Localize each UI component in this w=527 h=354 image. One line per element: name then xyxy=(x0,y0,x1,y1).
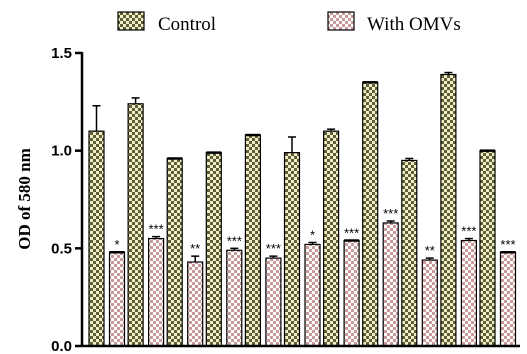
bar-control xyxy=(401,159,418,347)
bar-omv xyxy=(304,243,321,347)
bars: ************* ************** xyxy=(88,71,517,347)
significance-label: *** xyxy=(500,237,515,252)
bar-omv xyxy=(226,249,243,347)
significance-label: *** xyxy=(383,206,398,221)
y-axis-label: OD of 580 nm xyxy=(15,148,34,250)
bar-control xyxy=(127,103,144,347)
significance-label: *** xyxy=(461,224,476,239)
y-tick-label: 1.0 xyxy=(51,143,72,160)
legend-item-omv: With OMVs xyxy=(327,11,461,35)
bar-control xyxy=(323,130,340,347)
significance-label: *** xyxy=(227,233,242,248)
bar-control xyxy=(283,152,301,347)
bar-omv xyxy=(382,222,399,347)
bar-omv xyxy=(265,257,282,347)
bar-control xyxy=(440,73,457,347)
bar-control xyxy=(205,152,222,347)
legend-swatch-control xyxy=(117,11,145,31)
bar-control xyxy=(88,130,105,347)
bar-omv xyxy=(421,259,438,347)
bar-omv xyxy=(460,239,477,347)
y-tick-label: 1.5 xyxy=(51,45,72,62)
bar-omv xyxy=(343,239,360,347)
significance-label: *** xyxy=(344,226,359,241)
significance-label: * xyxy=(310,227,315,242)
legend-item-control: Control xyxy=(117,11,216,35)
significance-label: ** xyxy=(425,243,435,258)
significance-label: * xyxy=(114,237,119,252)
bar-control xyxy=(362,81,379,347)
legend: Control With OMVs xyxy=(117,11,461,35)
y-tick-label: 0.0 xyxy=(51,338,72,354)
legend-swatch-omv xyxy=(327,11,355,31)
y-tick-label: 0.5 xyxy=(51,240,72,257)
bar-omv xyxy=(499,251,517,347)
bar-control xyxy=(244,134,261,347)
significance-label: *** xyxy=(149,222,164,237)
legend-label-control: Control xyxy=(158,14,216,35)
bar-control xyxy=(166,157,183,347)
bar-control xyxy=(479,150,496,347)
bar-omv xyxy=(108,251,126,347)
legend-label-omv: With OMVs xyxy=(367,14,461,35)
significance-label: ** xyxy=(190,241,200,256)
significance-label: *** xyxy=(266,241,281,256)
bar-omv xyxy=(148,237,165,347)
y-axis: 0.0 0.5 1.0 1.5 xyxy=(51,45,84,354)
bar-omv xyxy=(187,261,204,347)
